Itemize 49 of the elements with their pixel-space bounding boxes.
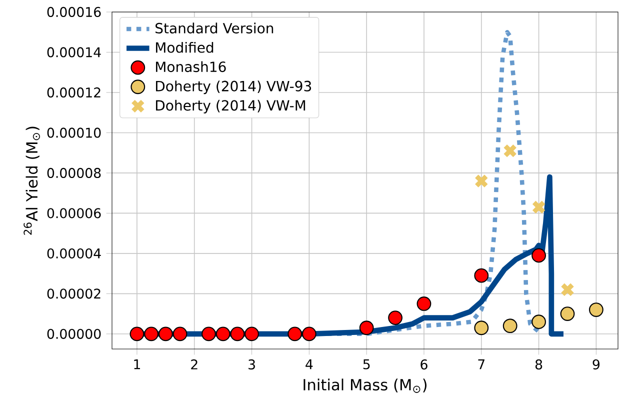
y-tick-label: 0.00016 [47, 6, 101, 18]
x-tick-label: 6 [420, 359, 428, 370]
x-tick-label: 5 [363, 359, 370, 370]
point [158, 326, 173, 342]
point [502, 318, 518, 334]
point [532, 314, 546, 330]
point [416, 296, 432, 311]
x-axis-title: Initial Mass (M$_{⊙}$) [304, 378, 426, 393]
x-tick-label: 7 [478, 359, 484, 370]
point [244, 326, 259, 342]
legend-label: Monash16 [156, 61, 226, 72]
point [216, 326, 230, 342]
point [202, 326, 216, 342]
y-tick-label: 0.00000 [47, 328, 101, 339]
point [560, 282, 575, 297]
point [532, 248, 546, 263]
x-tick-label: 2 [191, 359, 198, 370]
y-tick-label: 0.00010 [47, 128, 101, 138]
point [503, 144, 518, 158]
y-tick-label: 0.00008 [47, 168, 101, 178]
x-tick-label: 4 [306, 359, 313, 370]
point [288, 326, 302, 342]
y-tick-label: 0.00012 [47, 87, 100, 98]
point [474, 320, 489, 336]
point [474, 268, 489, 283]
x-tick-label: 1 [134, 359, 140, 370]
legend-label: Doherty (2014) VW-M [156, 100, 306, 114]
point [359, 320, 374, 336]
x-tick-label: 8 [535, 359, 542, 370]
point [302, 326, 316, 342]
point [588, 302, 604, 317]
y-tick-label: 0.00004 [47, 248, 101, 258]
y-tick-label: 0.00006 [47, 208, 101, 218]
point [474, 174, 488, 188]
point [230, 326, 245, 342]
point [172, 326, 188, 342]
point [130, 326, 144, 342]
y-axis-title: $^{26}$Al Yield (M$_{⊙}$) [24, 126, 40, 235]
x-tick-label: 3 [248, 359, 255, 370]
legend-label: Standard Version [156, 22, 274, 34]
point [532, 200, 546, 214]
y-tick-label: 0.00014 [47, 47, 101, 58]
y-tick-label: 0.00002 [47, 288, 100, 299]
x-tick-label: 9 [592, 359, 600, 370]
legend-label: Doherty (2014) VW-93 [156, 80, 312, 94]
point [388, 310, 402, 326]
point [560, 306, 575, 321]
legend-label: Modified [156, 42, 214, 53]
point [144, 326, 159, 342]
